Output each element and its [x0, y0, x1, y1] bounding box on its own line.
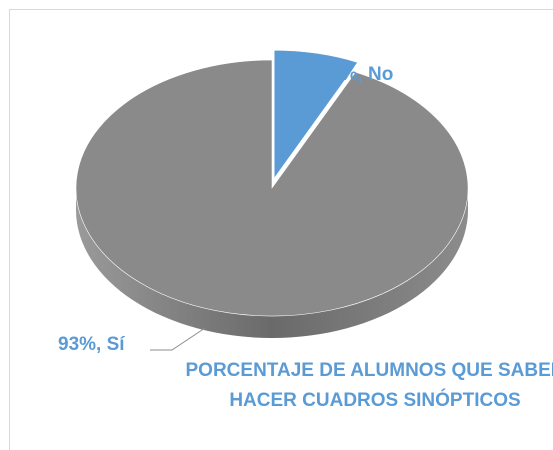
slice — [273, 49, 359, 180]
chart-frame — [9, 9, 553, 450]
slice — [75, 59, 469, 317]
pie — [75, 49, 469, 338]
pie-side — [76, 188, 468, 338]
chart-title: PORCENTAJE DE ALUMNOS QUE SABEN HACER CU… — [185, 360, 553, 411]
leader-line — [150, 327, 206, 351]
data-label: 7%, No — [330, 64, 393, 85]
data-label: 93%, Sí — [58, 334, 125, 355]
